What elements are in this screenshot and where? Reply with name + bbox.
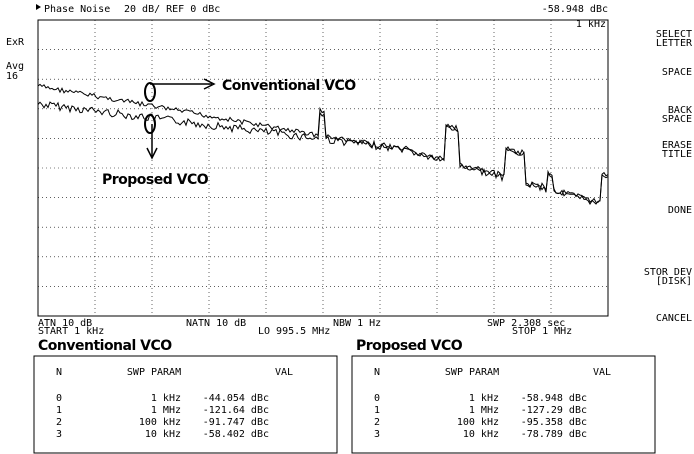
arrow-head — [203, 78, 216, 90]
cell: 1 kHz — [151, 393, 181, 404]
cell: -121.64 dBc — [203, 405, 269, 416]
status: 16 — [6, 71, 18, 82]
cell: 0 — [374, 393, 380, 404]
ellipse — [144, 82, 156, 102]
marker-freq: 1 kHz — [576, 19, 606, 30]
softkey-label: SELECT — [656, 29, 692, 40]
footer: SWP 2.308 sec — [487, 318, 565, 329]
column-header: VAL — [275, 367, 293, 378]
softkey-label: DONE — [668, 205, 692, 216]
cell: 1 MHz — [151, 405, 181, 416]
cell: 3 — [374, 429, 380, 440]
softkey-label: LETTER — [656, 38, 693, 49]
softkey-label: STOR DEV — [644, 267, 692, 278]
cell: 2 — [56, 417, 62, 428]
softkey-label: BACK — [668, 105, 692, 116]
cell: 0 — [56, 393, 62, 404]
column-header: N — [374, 367, 380, 378]
trace-proposed — [37, 101, 609, 205]
marker-icon — [36, 4, 41, 10]
softkey-label: ERASE — [662, 140, 692, 151]
cell: 10 kHz — [463, 429, 499, 440]
cell: 100 kHz — [139, 417, 181, 428]
tables: Conventional VCO N SWP PARAM VAL 0 1 kHz -44.0… — [33, 338, 656, 454]
cell: -91.747 dBc — [203, 417, 269, 428]
cell: 1 — [56, 405, 62, 416]
header-scale: 20 dB/ REF 0 dBc — [124, 4, 220, 15]
cell: -58.402 dBc — [203, 429, 269, 440]
softkey-label: CANCEL — [656, 313, 692, 324]
column-header: VAL — [593, 367, 611, 378]
footer: NATN 10 dB — [186, 318, 246, 329]
annotation: Proposed VCO — [102, 172, 209, 188]
cell: 1 kHz — [469, 393, 499, 404]
cell: -95.358 dBc — [521, 417, 587, 428]
cell: 3 — [56, 429, 62, 440]
cell: 10 kHz — [145, 429, 181, 440]
trace-conventional — [37, 83, 609, 205]
softkey-label: [DISK] — [656, 276, 692, 287]
cell: 1 MHz — [469, 405, 499, 416]
footer: LO 995.5 MHz — [258, 326, 330, 337]
marker-value: -58.948 dBc — [542, 4, 608, 15]
softkeys: SELECTLETTERSPACEBACKSPACEERASETITLEDONE… — [644, 29, 693, 324]
table-title: Proposed VCO — [356, 338, 463, 354]
cell: 1 — [374, 405, 380, 416]
cell: -44.054 dBc — [203, 393, 269, 404]
cell: -78.789 dBc — [521, 429, 587, 440]
status: ExR — [6, 37, 25, 48]
cell: -58.948 dBc — [521, 393, 587, 404]
softkey-label: SPACE — [662, 67, 692, 78]
grid — [38, 20, 608, 316]
cell: 100 kHz — [457, 417, 499, 428]
table-title: Conventional VCO — [38, 338, 172, 354]
ellipse — [144, 114, 156, 134]
table-box — [33, 355, 338, 454]
softkey-label: SPACE — [662, 114, 692, 125]
footer: ATN 10 dB — [38, 318, 92, 329]
cell: 2 — [374, 417, 380, 428]
table-box — [351, 355, 656, 454]
status: Avg — [6, 61, 24, 72]
footer: START 1 kHz — [38, 326, 104, 337]
header-title: Phase Noise — [44, 4, 110, 15]
cell: -127.29 dBc — [521, 405, 587, 416]
column-header: N — [56, 367, 62, 378]
footer: STOP 1 MHz — [512, 326, 572, 337]
softkey-label: TITLE — [662, 149, 692, 160]
footer: NBW 1 Hz — [333, 318, 381, 329]
column-header: SWP PARAM — [127, 367, 181, 378]
annotation: Conventional VCO — [222, 78, 356, 94]
column-header: SWP PARAM — [445, 367, 499, 378]
arrow-head — [146, 147, 158, 160]
